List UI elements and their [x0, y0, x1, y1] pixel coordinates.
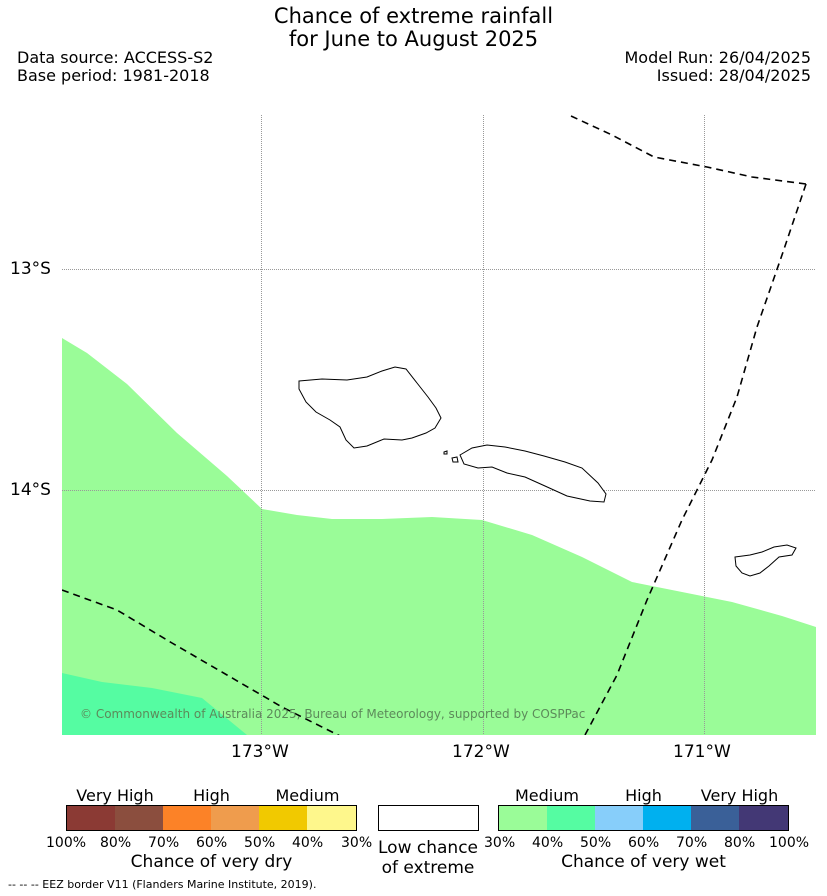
wet-caption: Chance of very wet — [561, 852, 726, 872]
wet-pct-70: 70% — [676, 835, 708, 851]
wet-swatch-60-70 — [643, 806, 692, 830]
gridlines — [62, 115, 816, 735]
dry-pct-40: 40% — [292, 835, 324, 851]
wet-colorbar — [498, 805, 789, 831]
wet-pct-60: 60% — [628, 835, 660, 851]
wet-swatch-40-50 — [547, 806, 596, 830]
data-source: Data source: ACCESS-S2 — [17, 48, 214, 67]
dry-swatch-100-80 — [67, 806, 116, 830]
dry-pct-30: 30% — [341, 835, 373, 851]
wet-high-label: High — [625, 786, 662, 805]
tutuila-island — [734, 544, 797, 577]
wet-pct-80: 80% — [724, 835, 756, 851]
copyright-notice: © Commonwealth of Australia 2025, Bureau… — [80, 707, 585, 721]
dry-pct-50: 50% — [244, 835, 276, 851]
upolu-island — [459, 444, 607, 503]
lat-label-14s: 14°S — [10, 480, 51, 500]
lon-label-172w: 172°W — [452, 742, 510, 762]
manono-island — [443, 450, 448, 455]
lon-label-171w: 171°W — [673, 742, 731, 762]
dry-swatch-70-60 — [163, 806, 212, 830]
title-line-1: Chance of extreme rainfall — [273, 4, 554, 28]
model-run: Model Run: 26/04/2025 — [624, 48, 812, 67]
wet-pct-50: 50% — [580, 835, 612, 851]
wet-very-high-label: Very High — [700, 786, 779, 805]
dry-swatch-40-30 — [307, 806, 356, 830]
medium-chance-wet-region — [62, 338, 816, 735]
islands — [298, 366, 797, 577]
dry-very-high-label: Very High — [76, 786, 154, 805]
low-chance-caption-1: Low chance — [378, 838, 478, 858]
eez-border-southwest — [62, 589, 340, 735]
wet-swatch-80-100 — [739, 806, 788, 830]
low-chance-caption-2: of extreme — [381, 858, 475, 878]
rainfall-map: © Commonwealth of Australia 2025, Bureau… — [62, 115, 816, 735]
title-line-2: for June to August 2025 — [288, 27, 539, 51]
dry-pct-80: 80% — [100, 835, 132, 851]
dry-swatch-80-70 — [115, 806, 164, 830]
eez-border-east — [584, 183, 807, 735]
eez-border-north — [570, 115, 807, 185]
dry-caption: Chance of very dry — [130, 852, 293, 872]
wet-pct-40: 40% — [532, 835, 564, 851]
dry-high-label: High — [193, 786, 230, 805]
dry-pct-60: 60% — [196, 835, 228, 851]
dry-pct-70: 70% — [148, 835, 180, 851]
base-period: Base period: 1981-2018 — [17, 66, 210, 85]
issued-date: Issued: 28/04/2025 — [656, 66, 811, 85]
wet-medium-label: Medium — [515, 786, 579, 805]
low-chance-swatch — [378, 805, 479, 831]
wet-pct-30: 30% — [484, 835, 516, 851]
dry-medium-label: Medium — [275, 786, 340, 805]
dry-swatch-60-50 — [211, 806, 260, 830]
dry-colorbar — [66, 805, 357, 831]
wet-swatch-70-80 — [691, 806, 740, 830]
wet-swatch-30-40 — [499, 806, 548, 830]
dry-pct-100: 100% — [46, 835, 87, 851]
savaii-island — [298, 366, 442, 449]
apolima-island — [451, 456, 459, 463]
eez-border — [62, 115, 807, 735]
dry-swatch-50-40 — [259, 806, 308, 830]
high-chance-wet-region — [62, 673, 247, 735]
eez-footnote: -- -- -- EEZ border V11 (Flanders Marine… — [8, 878, 317, 891]
lon-label-173w: 173°W — [231, 742, 289, 762]
wet-pct-100: 100% — [769, 835, 810, 851]
lat-label-13s: 13°S — [10, 259, 51, 279]
wet-swatch-50-60 — [595, 806, 644, 830]
